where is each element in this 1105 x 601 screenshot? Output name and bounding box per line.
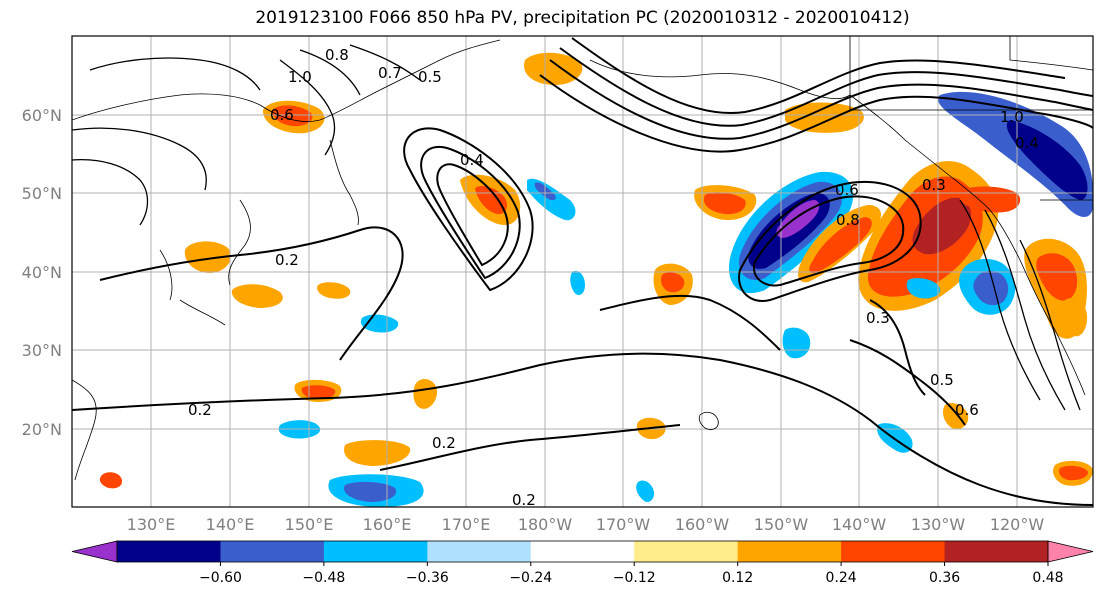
contour-label: 0.3 — [922, 176, 946, 194]
colorbar-tick-label: −0.24 — [509, 570, 552, 586]
colorbar-tick-label: −0.12 — [613, 570, 656, 586]
lon-label: 150°W — [754, 515, 809, 534]
lat-label: 60°N — [22, 106, 62, 125]
precip-negative-blob — [344, 481, 397, 502]
colorbar-segment — [634, 541, 739, 562]
precip-positive-blob — [301, 385, 336, 399]
precip-positive-blob — [912, 197, 972, 255]
map-title: 2019123100 F066 850 hPa PV, precipitatio… — [255, 8, 910, 28]
colorbar-segment — [841, 541, 946, 562]
colorbar-tick-label: −0.48 — [302, 570, 345, 586]
colorbar-tick-label: 0.24 — [826, 570, 857, 586]
colorbar-segment — [737, 541, 842, 562]
contour-label: 0.5 — [418, 68, 442, 86]
contour-label: 0.8 — [325, 46, 349, 64]
colorbar: −0.60 −0.48 −0.36 −0.24 −0.12 0.12 0.24 0.36 0.4… — [71, 540, 1094, 586]
lon-label: 170°E — [442, 515, 491, 534]
colorbar-tick-label: −0.60 — [199, 570, 242, 586]
precip-negative-blob — [782, 327, 811, 359]
contour-label: 0.7 — [378, 64, 402, 82]
precip-positive-blob — [413, 378, 438, 409]
contour-label: 0.2 — [275, 251, 299, 269]
colorbar-frame — [116, 540, 1049, 563]
triangle-right-icon — [1047, 540, 1094, 563]
colorbar-tick-label: −0.36 — [406, 570, 449, 586]
precip-positive-blob — [785, 102, 864, 133]
lat-label: 50°N — [22, 184, 62, 203]
lon-label: 140°E — [206, 515, 255, 534]
lon-label: 140°W — [832, 515, 887, 534]
contour-label: 0.2 — [512, 491, 536, 509]
contour-labels: 0.8 0.7 0.5 1.0 0.6 0.4 0.2 0.2 0.2 0.2 … — [188, 46, 1039, 509]
colorbar-segment — [944, 541, 1049, 562]
contour-label: 0.2 — [432, 434, 456, 452]
colorbar-segment — [117, 541, 221, 562]
precip-positive-blob — [184, 241, 231, 273]
lon-label: 160°W — [675, 515, 730, 534]
colorbar-segment — [427, 541, 532, 562]
precip-negative-blob — [906, 278, 941, 299]
contour-label: 0.4 — [460, 151, 484, 169]
lat-label: 40°N — [22, 263, 62, 282]
colorbar-tick-label: 0.48 — [1032, 570, 1063, 586]
contour-label: 0.6 — [835, 181, 859, 199]
precip-negative-blob — [973, 270, 1009, 306]
contour-label: 0.6 — [955, 401, 979, 419]
contour-label: 0.5 — [930, 371, 954, 389]
contour-label: 0.8 — [836, 211, 860, 229]
precip-positive-blob — [942, 403, 969, 430]
precip-negative-blob — [1006, 120, 1088, 200]
lon-label: 120°W — [990, 515, 1045, 534]
lon-label: 170°W — [596, 515, 651, 534]
longitude-labels: 130°E 140°E 150°E 160°E 170°E 180°W 170°… — [127, 515, 1045, 534]
lat-label: 20°N — [22, 420, 62, 439]
colorbar-segment — [220, 541, 325, 562]
lon-label: 180°W — [518, 515, 573, 534]
contour-label: 0.3 — [866, 309, 890, 327]
precip-positive-blob — [1036, 253, 1078, 301]
triangle-left-icon — [71, 540, 118, 563]
precip-positive-blob — [703, 192, 746, 215]
colorbar-tick-label: 0.36 — [929, 570, 960, 586]
precip-positive-blob — [1062, 298, 1088, 337]
colorbar-tick-label: 0.12 — [722, 570, 753, 586]
precip-positive-blob — [99, 472, 123, 489]
precip-positive-blob — [272, 105, 313, 127]
contour-label: 1.0 — [1000, 108, 1024, 126]
contour-label: 0.2 — [188, 401, 212, 419]
precip-positive-blob — [317, 282, 351, 299]
precip-positive-blob — [231, 284, 283, 308]
precip-positive-blob — [660, 272, 685, 293]
precip-shading — [99, 52, 1093, 507]
latitude-labels: 60°N 50°N 40°N 30°N 20°N — [22, 106, 62, 439]
contour-label: 0.6 — [270, 106, 294, 124]
lon-label: 150°E — [285, 515, 334, 534]
precip-positive-blob — [524, 52, 583, 85]
precip-positive-blob — [809, 217, 872, 274]
map-border — [71, 35, 1094, 508]
lon-label: 130°E — [127, 515, 176, 534]
colorbar-segment — [530, 541, 635, 562]
lon-label: 160°E — [363, 515, 412, 534]
precip-positive-blob — [344, 440, 411, 466]
lon-label: 130°W — [911, 515, 966, 534]
contour-label: 1.0 — [288, 68, 312, 86]
pv-contours — [72, 37, 1093, 506]
precip-negative-blob — [570, 270, 585, 296]
precip-positive-blob — [1058, 465, 1088, 481]
precip-negative-blob — [636, 480, 655, 503]
lat-label: 30°N — [22, 341, 62, 360]
contour-label: 0.4 — [1015, 134, 1039, 152]
precip-negative-blob — [938, 91, 1093, 217]
colorbar-segment — [323, 541, 428, 562]
